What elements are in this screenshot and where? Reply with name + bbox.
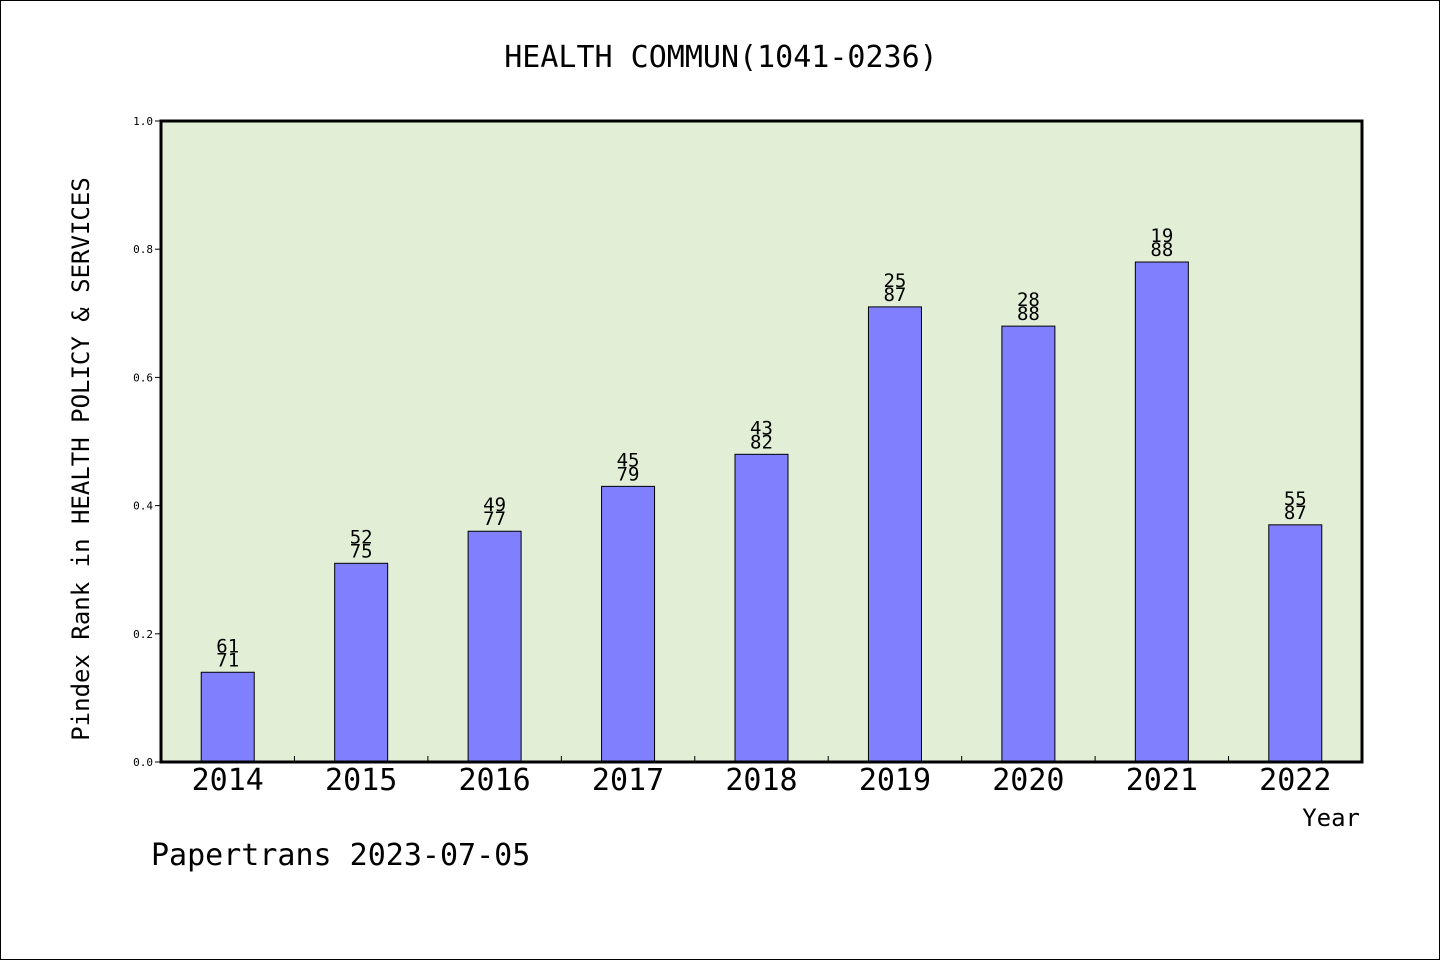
bar-2016 — [467, 530, 522, 763]
data-label-bottom: 75 — [350, 540, 373, 562]
x-axis-label: Year — [1302, 804, 1360, 832]
bar-2022 — [1268, 524, 1323, 763]
data-label-top: 45 — [617, 449, 640, 471]
data-label-top: 49 — [483, 494, 506, 516]
x-tick-label: 2014 — [192, 763, 264, 798]
data-label-top: 43 — [750, 417, 773, 439]
y-tick-label: 0.2 — [133, 628, 153, 641]
plot-border — [159, 119, 1364, 764]
x-tick-label: 2016 — [458, 763, 530, 798]
data-label-top: 61 — [216, 635, 239, 657]
data-label-bottom: 77 — [483, 508, 506, 530]
bar-2021 — [1134, 261, 1189, 763]
bar-2018 — [734, 453, 789, 763]
y-tick-label: 0.0 — [133, 756, 153, 769]
x-tick-label: 2021 — [1126, 763, 1198, 798]
x-tick-label: 2022 — [1259, 763, 1331, 798]
bar-2019 — [867, 306, 922, 763]
data-label-top: 25 — [883, 270, 906, 292]
y-tick-label: 0.4 — [133, 500, 153, 513]
y-tick-label: 0.6 — [133, 371, 153, 384]
y-tick-label: 1.0 — [133, 115, 153, 128]
footer-credit: Papertrans 2023-07-05 — [151, 838, 530, 873]
chart-title: HEALTH COMMUN(1041-0236) — [504, 40, 937, 75]
x-tick-label: 2020 — [992, 763, 1064, 798]
data-label-bottom: 82 — [750, 431, 773, 453]
x-tick-label: 2018 — [725, 763, 797, 798]
bar-2015 — [334, 562, 389, 763]
x-axis: 2014 2015 2016 2017 2018 2019 2020 2021 2022 — [192, 756, 1331, 798]
data-label-bottom: 88 — [1017, 303, 1040, 325]
x-tick-label: 2015 — [325, 763, 397, 798]
data-label-top: 52 — [350, 526, 373, 548]
data-label-top: 55 — [1284, 488, 1307, 510]
bar-series — [200, 261, 1323, 763]
data-label-bottom: 88 — [1150, 239, 1173, 261]
bar-2014 — [200, 671, 255, 763]
data-label-bottom: 87 — [1284, 502, 1307, 524]
data-label-top: 28 — [1017, 289, 1040, 311]
data-label-bottom: 71 — [216, 649, 239, 671]
data-label-top: 19 — [1150, 225, 1173, 247]
bar-2017 — [601, 485, 656, 763]
bar-2020 — [1001, 325, 1056, 763]
y-axis: 0.0 0.2 0.4 0.6 0.8 1.0 — [133, 115, 161, 769]
y-axis-label: Pindex Rank in HEALTH POLICY & SERVICES — [67, 177, 95, 741]
data-label-bottom: 79 — [617, 463, 640, 485]
x-tick-label: 2019 — [859, 763, 931, 798]
data-label-bottom: 87 — [883, 284, 906, 306]
x-tick-label: 2017 — [592, 763, 664, 798]
y-tick-label: 0.8 — [133, 243, 153, 256]
